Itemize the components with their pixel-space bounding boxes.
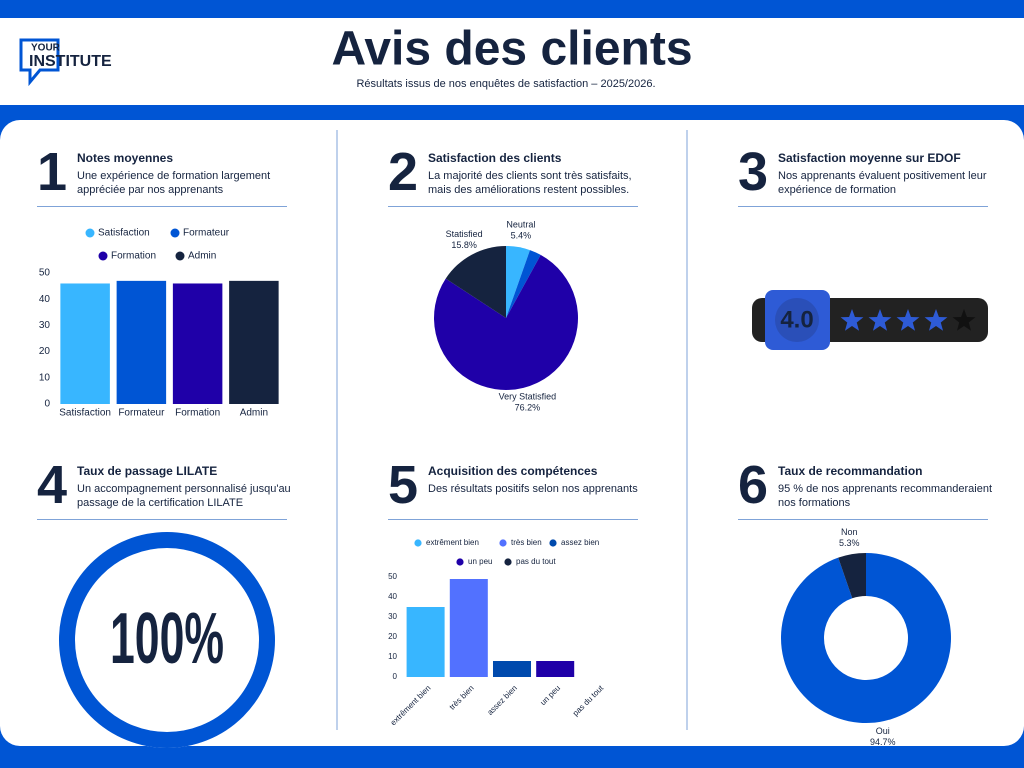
section-number: 2	[388, 142, 419, 202]
star	[952, 309, 976, 331]
bar	[229, 280, 279, 404]
section-title: Satisfaction moyenne sur EDOF	[778, 151, 961, 165]
bar	[406, 607, 445, 677]
slice-label: Very Statisfied	[499, 392, 557, 402]
y-tick-label: 30	[388, 612, 397, 621]
y-tick-label: 10	[388, 652, 397, 661]
bar	[492, 661, 532, 677]
legend-swatch	[549, 539, 557, 547]
section-description: Un accompagnement personnalisé jusqu'au …	[77, 483, 291, 509]
bar	[116, 280, 167, 404]
slice-value: 5.3%	[839, 538, 860, 548]
legend-swatch	[175, 251, 185, 261]
rating-disc	[775, 298, 819, 342]
section-description: La majorité des clients sont très satisf…	[428, 170, 632, 196]
section: 4 Taux de passage LILATE Un accompagnement…	[37, 455, 291, 520]
y-tick-label: 20	[39, 346, 51, 357]
section-description: 95 % de nos apprenants recommanderaient …	[778, 483, 993, 509]
logo-bottom: INSTITUTE	[29, 53, 112, 70]
legend-label: pas du tout	[516, 557, 556, 566]
legend-swatch	[499, 539, 507, 547]
rating-value: 4.0	[780, 306, 813, 333]
slice-label: Non	[841, 527, 858, 537]
slice-label: Neutral	[506, 220, 535, 230]
legend-swatch	[85, 228, 95, 238]
star	[840, 309, 864, 331]
logo-bubble	[19, 38, 60, 87]
legend-swatch	[504, 558, 512, 566]
x-tick-label: Admin	[240, 408, 268, 419]
slice	[506, 250, 541, 318]
legend-swatch	[456, 558, 464, 566]
ring-value: 100%	[110, 599, 224, 679]
section-description: Des résultats positifs selon nos apprena…	[428, 483, 638, 495]
section-number: 1	[37, 142, 68, 202]
y-tick-label: 10	[39, 372, 51, 383]
bar	[172, 283, 223, 404]
y-tick-label: 0	[44, 399, 50, 410]
legend-label: très bien	[511, 538, 542, 547]
legend-label: assez bien	[561, 538, 599, 547]
legend-label: Formateur	[183, 228, 230, 239]
y-tick-label: 0	[393, 672, 398, 681]
y-tick-label: 40	[388, 592, 397, 601]
bar	[536, 661, 575, 677]
slice	[434, 254, 578, 391]
slice-value: 15.8%	[451, 240, 477, 250]
section-title: Taux de recommandation	[778, 464, 923, 478]
legend-swatch	[170, 228, 180, 238]
slice	[838, 553, 866, 599]
y-tick-label: 50	[388, 572, 397, 581]
legend-swatch	[98, 251, 108, 261]
header-band	[0, 18, 1024, 105]
star	[868, 309, 892, 331]
section-number: 5	[388, 455, 419, 515]
subtitle: Résultats issus de nos enquêtes de satis…	[356, 78, 655, 90]
slice-label: Oui	[876, 726, 890, 736]
legend-label: Admin	[188, 251, 216, 262]
slice	[781, 553, 952, 723]
legend-label: un peu	[468, 557, 492, 566]
title: Avis des clients	[331, 23, 692, 76]
slice-value: 5.4%	[511, 231, 532, 241]
legend-swatch	[414, 539, 422, 547]
section-title: Notes moyennes	[77, 151, 174, 165]
x-tick-label: Formateur	[118, 408, 165, 419]
slice-label: Statisfied	[446, 229, 483, 239]
section-number: 6	[738, 455, 769, 515]
section-title: Satisfaction des clients	[428, 151, 562, 165]
bar	[449, 579, 488, 677]
x-tick-label: Satisfaction	[59, 408, 111, 419]
section-title: Acquisition des compétences	[428, 464, 598, 478]
x-tick-label: Formation	[175, 408, 220, 419]
section: 6 Taux de recommandation 95 % de nos appre…	[738, 455, 992, 520]
section: 3 Satisfaction moyenne sur EDOF Nos appren…	[738, 142, 988, 207]
bar	[60, 283, 110, 404]
slice-value: 76.2%	[515, 403, 541, 413]
ring	[59, 532, 275, 748]
section: 5 Acquisition des compétences Des résultat…	[388, 455, 638, 520]
section-title: Taux de passage LILATE	[77, 464, 218, 478]
section-number: 4	[37, 455, 68, 515]
star	[896, 309, 920, 331]
y-tick-label: 50	[39, 268, 51, 279]
y-tick-label: 40	[39, 294, 51, 305]
section: 1 Notes moyennes Une expérience de formati…	[37, 142, 287, 207]
section: 2 Satisfaction des clients La majorité des…	[388, 142, 638, 207]
y-tick-label: 20	[388, 632, 397, 641]
legend-label: Satisfaction	[98, 228, 150, 239]
legend-label: Formation	[111, 251, 156, 262]
slice-value: 94.7%	[870, 737, 896, 747]
slice	[506, 246, 530, 318]
star	[924, 309, 948, 331]
section-number: 3	[738, 142, 769, 202]
legend-label: extrêment bien	[426, 538, 479, 547]
section-description: Nos apprenants évaluent positivement leu…	[778, 170, 987, 196]
y-tick-label: 30	[39, 320, 51, 331]
section-description: Une expérience de formation largement ap…	[77, 170, 271, 196]
logo-top: YOUR	[31, 43, 61, 54]
slice	[445, 246, 506, 318]
